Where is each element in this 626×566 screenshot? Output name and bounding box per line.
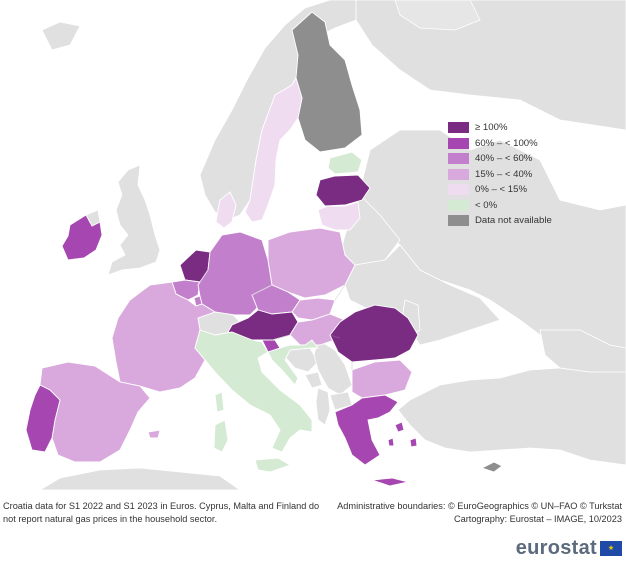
legend-item: 60% – < 100%: [448, 136, 552, 152]
caucasus: [539, 329, 626, 373]
legend-item: 15% – < 40%: [448, 167, 552, 183]
europe-map: [25, 0, 626, 490]
eu-flag-icon: ★: [600, 541, 622, 556]
ireland: [61, 214, 103, 261]
ukraine: [344, 244, 501, 346]
legend-label: Data not available: [475, 215, 552, 227]
legend-swatch: [448, 215, 469, 227]
denmark: [215, 191, 237, 229]
sweden: [244, 76, 303, 223]
bulgaria: [351, 359, 413, 399]
brand-name: eurostat: [515, 537, 597, 559]
italy: [194, 329, 313, 453]
legend-swatch: [448, 184, 469, 196]
legend-swatch: [448, 153, 469, 165]
albania: [315, 387, 331, 426]
sicily: [254, 457, 292, 473]
legend-label: < 0%: [475, 199, 498, 211]
lithuania: [317, 201, 361, 231]
footnote-left: Croatia data for S1 2022 and S1 2023 in …: [3, 501, 320, 524]
legend-item: < 0%: [448, 198, 552, 214]
greek-islands: [387, 421, 418, 448]
footnote-boundaries: Administrative boundaries: © EuroGeograp…: [337, 501, 622, 511]
slovakia: [291, 297, 336, 321]
turkey: [397, 367, 626, 466]
iceland-fragment: [41, 21, 81, 51]
map-legend: ≥ 100% 60% – < 100% 40% – < 60% 15% – < 40%…: [448, 120, 552, 229]
legend-label: 40% – < 60%: [475, 153, 533, 165]
corsica: [214, 391, 225, 413]
footnote-right: Administrative boundaries: © EuroGeograp…: [322, 500, 622, 526]
legend-item: Data not available: [448, 213, 552, 229]
footnote-cartography: Cartography: Eurostat – IMAGE, 10/2023: [453, 514, 622, 524]
flag-stars-icon: ★: [607, 545, 615, 552]
country-borders: [199, 269, 353, 370]
legend-label: 0% – < 15%: [475, 184, 528, 196]
north-africa: [39, 467, 241, 490]
legend-swatch: [448, 137, 469, 149]
legend-item: ≥ 100%: [448, 120, 552, 136]
legend-item: 0% – < 15%: [448, 182, 552, 198]
greece: [334, 394, 399, 466]
estonia: [327, 151, 363, 175]
eu-countries: [25, 11, 503, 487]
legend-item: 40% – < 60%: [448, 151, 552, 167]
legend-label: ≥ 100%: [475, 122, 508, 134]
legend-label: 15% – < 40%: [475, 168, 533, 180]
crete: [371, 477, 409, 487]
cyprus: [480, 461, 503, 473]
portugal: [25, 384, 61, 453]
balearic: [147, 429, 161, 439]
legend-swatch: [448, 199, 469, 211]
kola: [394, 0, 481, 31]
eurostat-logo: eurostat ★: [516, 537, 622, 560]
sardinia: [213, 419, 229, 453]
legend-swatch: [448, 168, 469, 180]
montenegro: [304, 371, 323, 389]
legend-label: 60% – < 100%: [475, 137, 538, 149]
russia-north: [355, 0, 626, 131]
great-britain: [107, 164, 161, 276]
legend-swatch: [448, 122, 469, 134]
croatia: [267, 339, 319, 386]
